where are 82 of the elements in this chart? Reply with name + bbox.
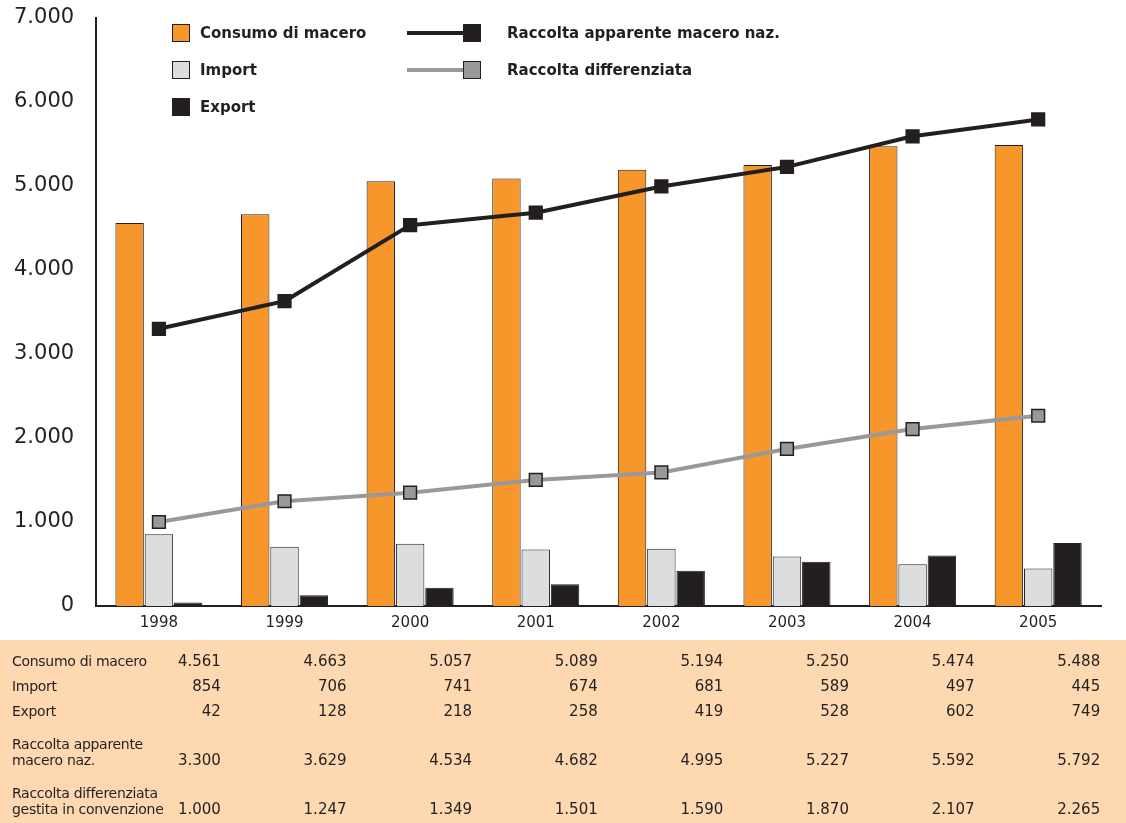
y-tick-label: 7.000 [13, 4, 75, 29]
x-tick-label: 2003 [767, 612, 807, 631]
data-label: 5.488 [1056, 652, 1101, 670]
legend-label: Raccolta differenziata [507, 60, 693, 79]
point [528, 205, 543, 220]
data-label: 5.474 [930, 652, 975, 670]
x-tick-label: 2004 [893, 612, 932, 631]
legend-label: Consumo di macero [200, 23, 367, 42]
data-label: 1.000 [177, 800, 221, 818]
point [151, 514, 167, 530]
data-label: 5.194 [679, 652, 724, 670]
data-label: 1.501 [553, 800, 598, 818]
point [779, 441, 795, 457]
data-label: 42 [200, 702, 221, 720]
data-label: 749 [1070, 702, 1101, 720]
legend-label: Export [200, 97, 256, 116]
data-label: 741 [442, 677, 473, 695]
data-label: 706 [316, 677, 347, 695]
data-label: 4.561 [177, 652, 221, 670]
point [528, 472, 543, 488]
point [654, 179, 669, 194]
y-tick-label: 4.000 [13, 256, 75, 281]
data-label: 3.300 [176, 751, 221, 769]
data-label: 218 [442, 702, 473, 720]
x-tick-label: 2005 [1019, 612, 1058, 631]
data-label: 4.534 [428, 751, 473, 769]
data-label: 5.057 [428, 652, 473, 670]
y-tick-label: 1.000 [13, 508, 75, 533]
data-label: 497 [944, 677, 975, 695]
x-tick-label: 2001 [516, 612, 555, 631]
text: Import [12, 678, 57, 694]
data-label: 4.682 [553, 751, 598, 769]
text: Consumo di macero [12, 653, 147, 669]
x-tick-label: 2002 [642, 612, 681, 631]
data-label: 258 [568, 702, 598, 720]
data-label: 128 [316, 702, 347, 720]
data-label: 2.107 [930, 800, 975, 818]
point [905, 421, 920, 437]
point [1031, 112, 1046, 127]
data-label: 1.247 [302, 800, 347, 818]
data-label: 854 [191, 677, 221, 695]
data-label: 445 [1070, 677, 1101, 695]
data-label: 1.870 [805, 800, 849, 818]
text: Raccolta apparente macero naz. [12, 736, 143, 768]
y-tick-label: 5.000 [13, 172, 75, 197]
data-label: 602 [944, 702, 975, 720]
data-label: 528 [819, 702, 849, 720]
data-label: 5.792 [1056, 751, 1101, 769]
data-label: 589 [819, 677, 849, 695]
text: Raccolta differenziata gestita in convenzione [12, 785, 164, 817]
point [905, 129, 920, 144]
legend-label: Raccolta apparente macero naz. [507, 23, 780, 42]
point [1031, 408, 1046, 423]
data-label: 3.629 [302, 751, 347, 769]
data-label: 1.590 [679, 800, 724, 818]
data-label: 419 [693, 702, 724, 720]
point [403, 218, 418, 233]
point [403, 485, 418, 500]
data-label: 5.250 [805, 652, 849, 670]
legend-label: Import [200, 60, 257, 79]
text: Export [12, 703, 58, 719]
data-label: 4.995 [679, 751, 724, 769]
y-tick-label: 2.000 [13, 424, 75, 449]
y-tick-label: 6.000 [13, 88, 75, 113]
point [151, 321, 167, 336]
x-tick-label: 1999 [265, 612, 304, 631]
data-label: 674 [568, 677, 598, 695]
point [277, 294, 292, 309]
data-label: 5.089 [553, 652, 598, 670]
point [277, 494, 292, 509]
x-tick-label: 2000 [391, 612, 430, 631]
y-tick-label: 0 [60, 592, 75, 617]
x-tick-label: 1998 [139, 612, 179, 631]
data-label: 1.349 [428, 800, 473, 818]
point [779, 159, 795, 175]
data-label: 5.227 [805, 751, 849, 769]
data-label: 4.663 [302, 652, 347, 670]
y-tick-label: 3.000 [13, 340, 75, 365]
data-label: 5.592 [930, 751, 975, 769]
data-label: 2.265 [1056, 800, 1101, 818]
data-label: 681 [693, 677, 724, 695]
point [654, 465, 669, 480]
